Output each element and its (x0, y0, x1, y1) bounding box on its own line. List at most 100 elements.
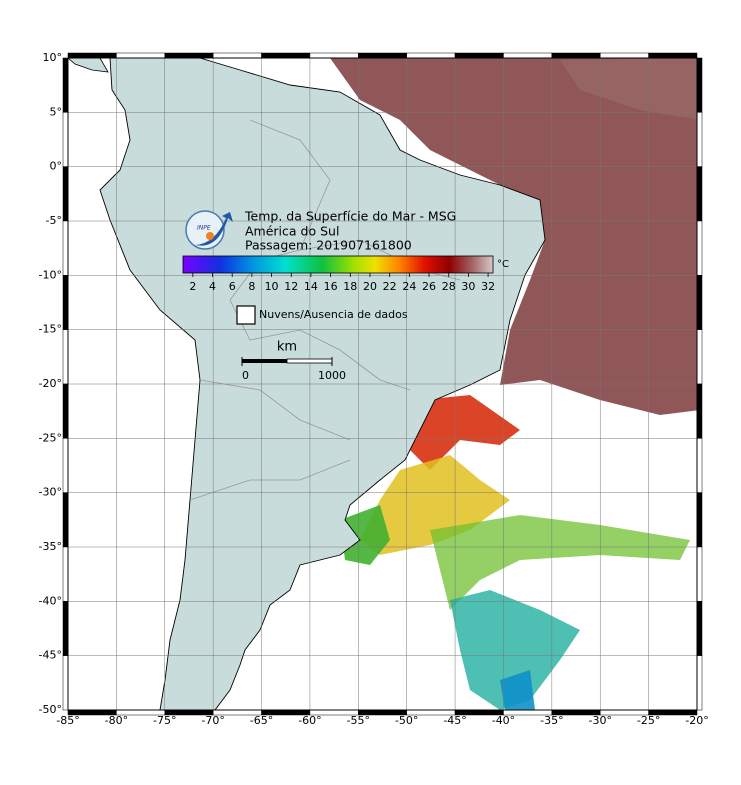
y-tick-label: 0° (50, 160, 63, 173)
frame-border (67, 57, 698, 711)
x-tick-label: -55° (347, 714, 370, 727)
x-tick-label: -70° (201, 714, 224, 727)
borders (189, 119, 461, 501)
map-body (68, 58, 697, 710)
legend-swatch (236, 305, 256, 325)
sst-blue (500, 670, 535, 710)
frame-segment (503, 52, 553, 59)
frame-segment (358, 52, 407, 59)
frame-segment (62, 546, 69, 602)
title-line: Temp. da Superfície do Mar - MSG (244, 209, 456, 224)
frame-segment (62, 438, 69, 493)
frame-segment (696, 438, 703, 493)
sst-warm (560, 58, 697, 120)
x-tick-label: -45° (443, 714, 466, 727)
frame-segment (62, 383, 69, 439)
frame-segment (164, 52, 214, 59)
scale-unit: km (277, 340, 297, 355)
x-tick-label: -30° (588, 714, 611, 727)
y-tick-label: -20° (39, 377, 62, 390)
x-tick-label: -65° (250, 714, 273, 727)
frame-segment (696, 655, 703, 711)
frame-segment (696, 166, 703, 222)
frame-segment (696, 546, 703, 602)
colorbar-tick-label: 28 (442, 280, 456, 293)
frame-segment (696, 220, 703, 276)
x-tick-label: -40° (492, 714, 515, 727)
sst-green (430, 515, 690, 610)
colorbar-tick-label: 8 (248, 280, 255, 293)
colorbar-tick-label: 22 (383, 280, 397, 293)
frame-segment (454, 52, 504, 59)
colorbar-tick-label: 6 (229, 280, 236, 293)
frame-segment (62, 112, 69, 167)
frame-segment (62, 275, 69, 330)
colorbar-tick-label: 32 (481, 280, 495, 293)
colorbar-unit: °C (497, 259, 509, 270)
logo-text: INPE (197, 225, 211, 232)
y-tick-label: 5° (50, 105, 63, 118)
colorbar-tick-label: 10 (265, 280, 279, 293)
y-tick-label: -45° (39, 649, 62, 662)
logo-arrow (195, 212, 233, 246)
colorbar-tick-label: 30 (461, 280, 475, 293)
y-tick-label: -30° (39, 486, 62, 499)
scale-tick-label: 1000 (318, 369, 346, 382)
frame-segment (309, 52, 359, 59)
frame-segment (62, 601, 69, 656)
colorbar-tick-label: 20 (363, 280, 377, 293)
frame-segment (62, 492, 69, 548)
frame-segment (406, 52, 456, 59)
y-tick-label: -50° (39, 703, 62, 716)
frame-segment (62, 220, 69, 276)
scale-tick-label: 0 (242, 369, 249, 382)
sst-warm (330, 58, 697, 415)
x-tick-label: -20° (685, 714, 708, 727)
colorbar (182, 255, 494, 274)
y-tick-label: 10° (43, 51, 63, 64)
frame-segment (696, 601, 703, 656)
y-tick-label: -35° (39, 540, 62, 553)
frame-segment (551, 52, 601, 59)
colorbar-tick-label: 14 (304, 280, 318, 293)
x-tick-label: -60° (298, 714, 321, 727)
colorbar-tick-label: 2 (189, 280, 196, 293)
frame (62, 52, 703, 716)
y-tick-label: -15° (39, 323, 62, 336)
colorbar-tick-label: 26 (422, 280, 436, 293)
colorbar-tick-label: 12 (284, 280, 298, 293)
sst-red (410, 395, 520, 470)
x-tick-label: -50° (395, 714, 418, 727)
scale-segment (242, 359, 287, 363)
frame-segment (62, 57, 69, 113)
sst-yellow (360, 455, 510, 555)
x-tick-label: -85° (56, 714, 79, 727)
frame-segment (696, 112, 703, 167)
y-tick-label: -5° (46, 214, 62, 227)
frame-segment (648, 52, 698, 59)
frame-segment (696, 329, 703, 385)
sst-green (340, 505, 390, 565)
frame-segment (67, 52, 117, 59)
x-tick-label: -75° (153, 714, 176, 727)
frame-segment (696, 57, 703, 113)
frame-segment (62, 655, 69, 711)
frame-segment (599, 52, 649, 59)
x-tick-label: -35° (540, 714, 563, 727)
y-tick-label: -10° (39, 268, 62, 281)
colorbar-tick-label: 24 (402, 280, 416, 293)
colorbar-tick-label: 18 (343, 280, 357, 293)
x-tick-label: -80° (105, 714, 128, 727)
frame-segment (212, 52, 262, 59)
frame-segment (62, 329, 69, 385)
logo-sun (206, 232, 214, 240)
scale-bar: 0 1000 (241, 357, 346, 382)
frame-segment (116, 52, 166, 59)
title-line: América do Sul (245, 224, 339, 239)
legend-label: Nuvens/Ausencia de dados (259, 308, 408, 321)
y-tick-label: -40° (39, 594, 62, 607)
colorbar-tick-label: 16 (324, 280, 338, 293)
frame-segment (62, 166, 69, 222)
scale-segment (286, 358, 333, 364)
